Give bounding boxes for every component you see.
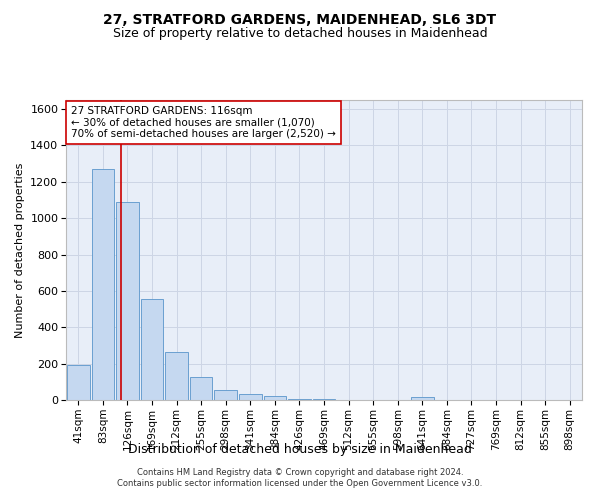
Bar	[92, 169, 114, 400]
Bar	[263, 396, 286, 400]
Bar	[239, 394, 262, 400]
Text: 27 STRATFORD GARDENS: 116sqm
← 30% of detached houses are smaller (1,070)
70% of: 27 STRATFORD GARDENS: 116sqm ← 30% of de…	[71, 106, 336, 139]
Text: Size of property relative to detached houses in Maidenhead: Size of property relative to detached ho…	[113, 28, 487, 40]
Bar	[411, 398, 434, 400]
Text: Contains HM Land Registry data © Crown copyright and database right 2024.
Contai: Contains HM Land Registry data © Crown c…	[118, 468, 482, 487]
Bar	[288, 398, 311, 400]
Bar	[116, 202, 139, 400]
Bar	[140, 299, 163, 400]
Bar	[67, 364, 89, 400]
Bar	[190, 378, 212, 400]
Text: 27, STRATFORD GARDENS, MAIDENHEAD, SL6 3DT: 27, STRATFORD GARDENS, MAIDENHEAD, SL6 3…	[103, 12, 497, 26]
Text: Distribution of detached houses by size in Maidenhead: Distribution of detached houses by size …	[128, 442, 472, 456]
Bar	[165, 352, 188, 400]
Bar	[214, 390, 237, 400]
Y-axis label: Number of detached properties: Number of detached properties	[14, 162, 25, 338]
